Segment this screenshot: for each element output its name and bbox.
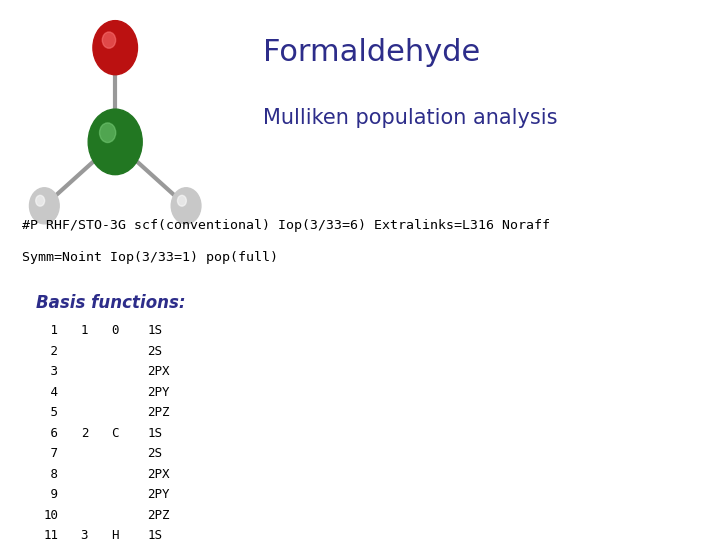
Circle shape xyxy=(102,32,116,48)
Text: 2: 2 xyxy=(81,427,88,440)
Text: Basis functions:: Basis functions: xyxy=(36,294,186,312)
Text: 2S: 2S xyxy=(148,447,163,460)
Text: 1: 1 xyxy=(43,324,58,337)
Text: 2PX: 2PX xyxy=(148,468,170,481)
Text: 3: 3 xyxy=(81,529,88,540)
Text: 1S: 1S xyxy=(148,324,163,337)
Text: #P RHF/STO-3G scf(conventional) Iop(3/33=6) Extralinks=L316 Noraff: #P RHF/STO-3G scf(conventional) Iop(3/33… xyxy=(22,219,549,232)
Circle shape xyxy=(99,123,116,143)
Circle shape xyxy=(30,188,59,224)
Text: Formaldehyde: Formaldehyde xyxy=(263,38,480,67)
Circle shape xyxy=(171,188,201,224)
Text: H: H xyxy=(112,529,119,540)
Text: C: C xyxy=(112,427,119,440)
Text: Symm=Noint Iop(3/33=1) pop(full): Symm=Noint Iop(3/33=1) pop(full) xyxy=(22,251,278,264)
Text: 9: 9 xyxy=(43,488,58,501)
Text: 1S: 1S xyxy=(148,529,163,540)
Text: Mulliken population analysis: Mulliken population analysis xyxy=(263,108,557,128)
Text: 5: 5 xyxy=(43,406,58,419)
Text: 2: 2 xyxy=(43,345,58,357)
Text: 3: 3 xyxy=(43,365,58,378)
Text: 8: 8 xyxy=(43,468,58,481)
Circle shape xyxy=(177,195,186,206)
Text: 11: 11 xyxy=(43,529,58,540)
Text: 7: 7 xyxy=(43,447,58,460)
Text: 2PX: 2PX xyxy=(148,365,170,378)
Text: 2PZ: 2PZ xyxy=(148,406,170,419)
Text: 2PY: 2PY xyxy=(148,386,170,399)
Text: 4: 4 xyxy=(43,386,58,399)
Circle shape xyxy=(93,21,138,75)
Text: 10: 10 xyxy=(43,509,58,522)
Text: 2PY: 2PY xyxy=(148,488,170,501)
Text: 2PZ: 2PZ xyxy=(148,509,170,522)
Text: 6: 6 xyxy=(43,427,58,440)
Circle shape xyxy=(89,109,142,174)
Text: 1S: 1S xyxy=(148,427,163,440)
Text: 2S: 2S xyxy=(148,345,163,357)
Text: 1: 1 xyxy=(81,324,88,337)
Text: 0: 0 xyxy=(112,324,119,337)
Circle shape xyxy=(36,195,45,206)
